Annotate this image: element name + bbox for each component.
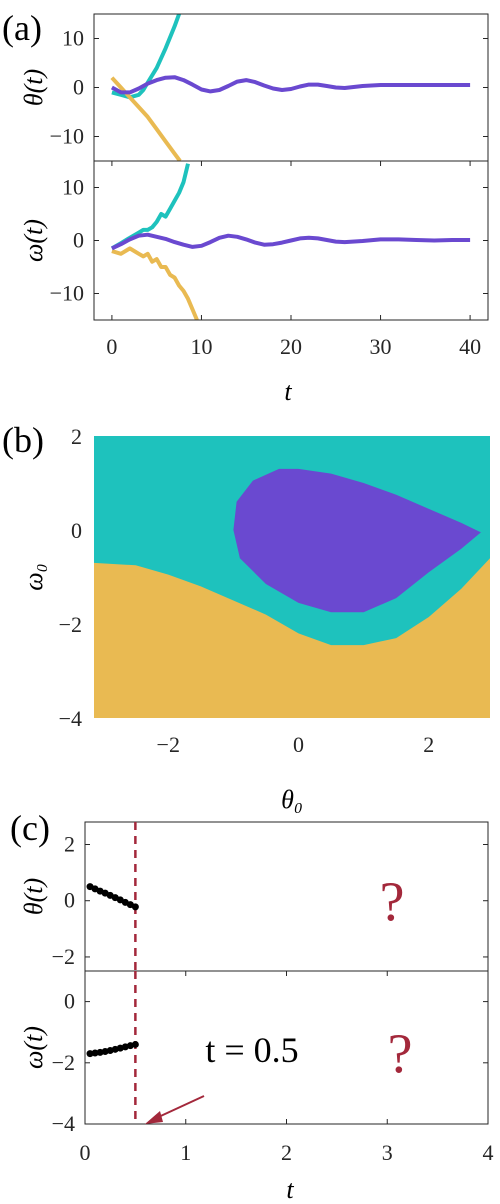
y-tick-label: −4 <box>59 706 82 731</box>
x-tick-label: 1 <box>180 1140 191 1165</box>
y-axis-label: ω(t) <box>19 1026 48 1069</box>
x-tick-label: 20 <box>280 334 302 359</box>
x-axis-label: t <box>284 377 292 406</box>
y-tick-label: 0 <box>64 888 75 913</box>
x-tick-label: 30 <box>370 334 392 359</box>
gold-series-line <box>110 76 182 161</box>
x-tick-label: −2 <box>157 732 180 757</box>
panel-label-b: (b) <box>2 420 44 460</box>
y-tick-label: 10 <box>62 26 84 51</box>
y-tick-label: 2 <box>71 424 82 449</box>
panel-label-c: (c) <box>10 808 50 848</box>
y-tick-label: −2 <box>52 944 75 969</box>
x-tick-label: 4 <box>483 1140 494 1165</box>
x-axis-label: θ₀ <box>281 785 303 814</box>
question-mark: ? <box>388 1023 413 1085</box>
annotation-arrow-head <box>145 1111 163 1124</box>
y-axis-label: θ(t) <box>19 878 48 915</box>
x-tick-label: 3 <box>382 1140 393 1165</box>
x-tick-label: 10 <box>190 334 212 359</box>
y-tick-label: −2 <box>52 1050 75 1075</box>
data-point <box>131 1040 139 1048</box>
y-tick-label: 0 <box>73 75 84 100</box>
x-axis-label: t <box>286 1175 294 1204</box>
axes-frame <box>84 821 489 972</box>
purple-series-line <box>111 232 471 251</box>
y-tick-label: 0 <box>64 989 75 1014</box>
x-tick-label: 2 <box>281 1140 292 1165</box>
y-tick-label: 2 <box>64 831 75 856</box>
x-tick-label: 0 <box>80 1140 91 1165</box>
x-tick-label: 40 <box>459 334 481 359</box>
y-tick-label: −4 <box>52 1111 75 1136</box>
y-tick-label: −10 <box>50 124 84 149</box>
y-tick-label: 0 <box>73 228 84 253</box>
y-axis-label: ω₀ <box>19 563 48 590</box>
plot-area <box>110 163 471 320</box>
y-tick-label: −10 <box>50 281 84 306</box>
gold-region <box>94 558 490 718</box>
x-tick-label: 0 <box>106 334 117 359</box>
y-tick-label: −2 <box>59 612 82 637</box>
y-axis-label: ω(t) <box>19 219 48 262</box>
plot-area <box>110 14 471 161</box>
purple-region <box>233 468 481 613</box>
t-equals-annotation: t = 0.5 <box>205 1030 298 1070</box>
x-tick-label: 0 <box>293 732 304 757</box>
purple-series-line <box>110 75 471 95</box>
panel-label-a: (a) <box>2 8 42 48</box>
question-mark: ? <box>380 871 405 933</box>
data-point <box>131 903 139 911</box>
x-tick-label: 2 <box>423 732 434 757</box>
y-tick-label: 10 <box>62 175 84 200</box>
gold-series-line <box>111 246 199 320</box>
y-axis-label: θ(t) <box>19 69 48 106</box>
y-tick-label: 0 <box>71 518 82 543</box>
